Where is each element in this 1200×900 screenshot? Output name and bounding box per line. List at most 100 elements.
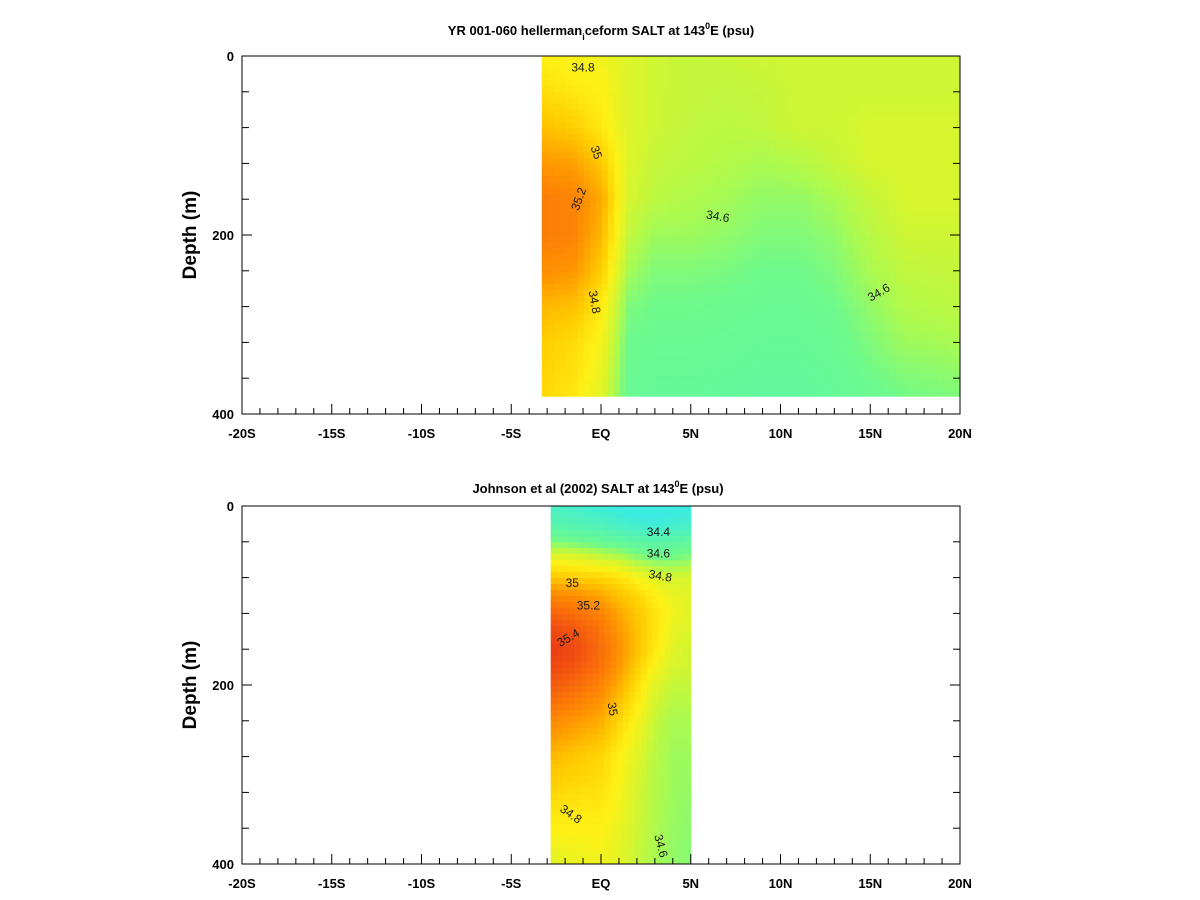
heatmap-cell — [667, 152, 675, 159]
heatmap-cell — [652, 590, 660, 597]
heatmap-cell — [703, 278, 711, 285]
heatmap-cell — [907, 362, 915, 369]
heatmap-cell — [877, 296, 885, 303]
heatmap-cell — [550, 644, 558, 651]
heatmap-cell — [541, 236, 549, 243]
heatmap-cell — [649, 332, 657, 339]
heatmap-cell — [841, 74, 849, 81]
heatmap-cell — [709, 350, 717, 357]
heatmap-cell — [613, 146, 621, 153]
heatmap-cell — [637, 194, 645, 201]
heatmap-cell — [823, 332, 831, 339]
heatmap-cell — [541, 170, 549, 177]
heatmap-cell — [937, 122, 945, 129]
heatmap-cell — [589, 110, 597, 117]
heatmap-cell — [586, 662, 594, 669]
heatmap-cell — [925, 308, 933, 315]
heatmap-cell — [565, 284, 573, 291]
heatmap-cell — [676, 716, 684, 723]
heatmap-cell — [745, 362, 753, 369]
heatmap-cell — [751, 368, 759, 375]
heatmap-cell — [955, 338, 960, 345]
heatmap-cell — [925, 296, 933, 303]
heatmap-cell — [598, 632, 606, 639]
heatmap-cell — [631, 380, 639, 387]
heatmap-cell — [628, 644, 636, 651]
heatmap-cell — [799, 152, 807, 159]
heatmap-cell — [667, 194, 675, 201]
heatmap-cell — [580, 512, 588, 519]
heatmap-cell — [628, 536, 636, 543]
heatmap-cell — [589, 170, 597, 177]
heatmap-cell — [553, 80, 561, 87]
heatmap-cell — [733, 260, 741, 267]
heatmap-cell — [553, 314, 561, 321]
heatmap-cell — [763, 314, 771, 321]
heatmap-cell — [907, 170, 915, 177]
heatmap-cell — [601, 308, 609, 315]
heatmap-cell — [793, 338, 801, 345]
heatmap-cell — [931, 386, 939, 393]
heatmap-cell — [841, 164, 849, 171]
heatmap-cell — [550, 572, 558, 579]
heatmap-cell — [553, 320, 561, 327]
heatmap-cell — [859, 278, 867, 285]
heatmap-cell — [943, 230, 951, 237]
heatmap-cell — [853, 272, 861, 279]
heatmap-cell — [583, 158, 591, 165]
heatmap-cell — [847, 302, 855, 309]
heatmap-cell — [817, 62, 825, 69]
heatmap-cell — [556, 584, 564, 591]
heatmap-cell — [562, 584, 570, 591]
heatmap-cell — [577, 254, 585, 261]
heatmap-cell — [625, 92, 633, 99]
heatmap-cell — [589, 176, 597, 183]
heatmap-cell — [805, 92, 813, 99]
heatmap-cell — [835, 380, 843, 387]
heatmap-cell — [583, 182, 591, 189]
heatmap-cell — [625, 140, 633, 147]
heatmap-cell — [823, 266, 831, 273]
heatmap-cell — [925, 182, 933, 189]
heatmap-cell — [937, 230, 945, 237]
heatmap-cell — [715, 380, 723, 387]
heatmap-cell — [817, 350, 825, 357]
heatmap-cell — [646, 548, 654, 555]
heatmap-cell — [907, 152, 915, 159]
heatmap-cell — [589, 386, 597, 393]
heatmap-cell — [565, 86, 573, 93]
heatmap-cell — [556, 608, 564, 615]
heatmap-cell — [829, 338, 837, 345]
heatmap-cell — [859, 164, 867, 171]
heatmap-cell — [589, 290, 597, 297]
heatmap-cell — [601, 92, 609, 99]
heatmap-cell — [841, 80, 849, 87]
heatmap-cell — [667, 314, 675, 321]
heatmap-cell — [622, 686, 630, 693]
heatmap-cell — [871, 194, 879, 201]
heatmap-cell — [757, 200, 765, 207]
heatmap-cell — [853, 320, 861, 327]
heatmap-cell — [913, 368, 921, 375]
heatmap-cell — [811, 134, 819, 141]
heatmap-cell — [835, 338, 843, 345]
heatmap-cell — [823, 380, 831, 387]
heatmap-cell — [655, 152, 663, 159]
heatmap-cell — [577, 110, 585, 117]
heatmap-cell — [847, 98, 855, 105]
heatmap-cell — [553, 110, 561, 117]
heatmap-cell — [919, 140, 927, 147]
heatmap-cell — [601, 338, 609, 345]
heatmap-cell — [697, 260, 705, 267]
heatmap-cell — [835, 254, 843, 261]
heatmap-cell — [883, 200, 891, 207]
heatmap-cell — [643, 302, 651, 309]
heatmap-cell — [715, 314, 723, 321]
heatmap-cell — [541, 206, 549, 213]
heatmap-cell — [616, 704, 624, 711]
heatmap-cell — [556, 680, 564, 687]
heatmap-cell — [889, 392, 897, 397]
heatmap-cell — [877, 386, 885, 393]
heatmap-cell — [571, 266, 579, 273]
heatmap-cell — [805, 140, 813, 147]
